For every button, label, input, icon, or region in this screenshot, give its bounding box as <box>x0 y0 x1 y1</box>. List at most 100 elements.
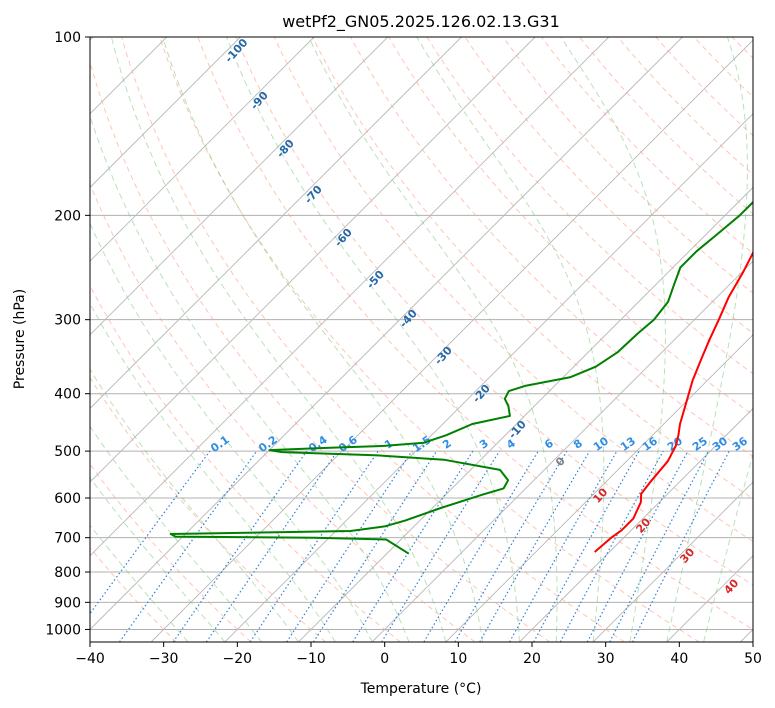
dry-adiabat-label: -20 <box>470 382 493 406</box>
moist-adiabat <box>90 524 189 642</box>
dry-adiabat-label: -60 <box>332 226 355 250</box>
dry-adiabat <box>90 183 476 642</box>
isotherm-line <box>90 37 315 262</box>
mixing-ratio-label: 8 <box>571 437 585 452</box>
mixing-ratio-line <box>172 450 308 642</box>
y-tick-label: 300 <box>54 313 81 329</box>
x-tick-label: −10 <box>296 651 326 667</box>
dry-adiabat <box>90 463 252 642</box>
moist-adiabat-label: 40 <box>721 576 741 596</box>
mixing-ratio-line <box>381 450 501 642</box>
mixing-ratio-line <box>205 450 338 642</box>
x-axis-label: Temperature (°C) <box>360 681 482 697</box>
dry-adiabat <box>617 37 753 176</box>
mixing-ratio-line <box>454 450 568 642</box>
y-axis-label: Pressure (hPa) <box>12 289 28 389</box>
dry-adiabat-label: -70 <box>302 183 325 207</box>
temperature-profile <box>594 250 753 553</box>
dry-adiabat <box>273 37 753 543</box>
moist-adiabat <box>110 37 447 642</box>
isotherm-line <box>90 37 610 557</box>
isotherm-line <box>90 37 389 336</box>
mixing-ratio-line <box>559 450 664 642</box>
isotherm-line <box>445 334 753 642</box>
mixing-ratio-line <box>509 450 618 642</box>
x-tick-label: 0 <box>380 651 389 667</box>
mixing-ratio-line <box>119 450 258 642</box>
moist-adiabat <box>308 37 558 642</box>
moist-adiabat <box>703 452 753 642</box>
dry-adiabat <box>90 546 177 642</box>
background-lines <box>90 37 775 642</box>
dry-adiabat-label: -50 <box>364 268 387 292</box>
dry-adiabat <box>426 37 753 375</box>
isotherm-line <box>90 37 683 631</box>
profiles <box>169 200 753 555</box>
y-tick-label: 200 <box>54 208 81 224</box>
dewpoint-profile <box>169 200 753 555</box>
y-ticks: 1000 900 800 700 600 500 400 300 200 100 <box>45 30 90 638</box>
x-tick-label: −30 <box>149 651 179 667</box>
mixing-ratio-label: 3 <box>477 437 491 452</box>
mixing-ratio-line <box>312 450 438 642</box>
y-tick-label: 500 <box>54 444 81 460</box>
mixing-ratio-line <box>286 450 413 642</box>
dry-adiabat <box>197 37 753 630</box>
mixing-ratio-label: 0.1 <box>208 433 231 455</box>
mixing-ratio-line <box>533 450 640 642</box>
adiabat-labels: 0.1 0.2 0.4 0.6 1 1.5 2 3 4 6 8 10 13 16 20 25 30 36-100-… <box>208 37 750 597</box>
mixing-ratio-line <box>632 450 730 642</box>
y-tick-label: 800 <box>54 565 81 581</box>
dry-adiabat-label: -90 <box>248 89 271 113</box>
moist-adiabat <box>162 37 484 642</box>
dry-adiabat <box>502 37 753 294</box>
dry-adiabat <box>90 376 327 642</box>
dry-adiabat <box>159 37 700 642</box>
dry-adiabat <box>464 37 753 334</box>
dry-adiabat <box>235 37 753 586</box>
mixing-ratio-line <box>352 450 474 642</box>
isotherm-line <box>90 37 462 410</box>
moist-adiabat <box>226 37 520 642</box>
moist-adiabat <box>666 37 748 642</box>
isotherm-line <box>371 260 753 642</box>
moist-adiabat <box>90 114 410 642</box>
moist-adiabat-label: 20 <box>633 515 653 535</box>
moist-adiabat <box>90 368 299 642</box>
y-tick-label: 900 <box>54 595 81 611</box>
dry-adiabat <box>388 37 753 416</box>
isotherm-line <box>90 37 241 189</box>
mixing-ratio-line <box>90 450 211 615</box>
x-tick-label: 20 <box>523 651 541 667</box>
moist-adiabat-label: 0 <box>553 454 568 469</box>
isotherm-line <box>150 39 753 642</box>
x-ticks: −40 −30 −20 −10 0 10 20 30 40 50 <box>75 642 762 667</box>
dry-adiabat <box>655 37 753 137</box>
dry-adiabat-label: -30 <box>432 344 455 368</box>
dry-adiabat <box>693 37 753 98</box>
dry-adiabat <box>90 60 551 642</box>
mixing-ratio-line <box>423 450 539 642</box>
mixing-ratio-label: 0.4 <box>306 433 330 455</box>
dry-adiabat-label: -80 <box>274 137 297 161</box>
moist-adiabat <box>90 425 263 642</box>
y-tick-label: 700 <box>54 531 81 547</box>
x-tick-label: 50 <box>744 651 762 667</box>
dry-adiabat <box>90 284 401 642</box>
plot-frame <box>89 36 754 643</box>
moist-adiabat <box>416 37 605 642</box>
mixing-ratio-label: 2 <box>440 437 454 452</box>
y-tick-label: 400 <box>54 387 81 403</box>
dry-adiabat-label: -40 <box>397 307 420 331</box>
y-tick-label: 100 <box>54 30 81 46</box>
x-tick-label: −20 <box>223 651 253 667</box>
x-tick-label: 10 <box>449 651 467 667</box>
moist-adiabat <box>90 222 373 642</box>
dry-adiabat <box>541 37 753 254</box>
dry-adiabat <box>350 37 753 458</box>
moist-adiabat <box>90 302 336 642</box>
mixing-ratio-label: 6 <box>542 436 556 451</box>
x-tick-label: −40 <box>75 651 105 667</box>
dry-adiabat <box>770 37 775 642</box>
